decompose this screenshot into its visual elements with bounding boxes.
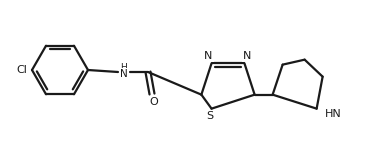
Text: N: N bbox=[120, 69, 128, 79]
Text: S: S bbox=[206, 111, 213, 121]
Text: H: H bbox=[121, 64, 127, 73]
Text: N: N bbox=[204, 51, 213, 61]
Text: N: N bbox=[243, 51, 252, 61]
Text: O: O bbox=[150, 97, 158, 107]
Text: Cl: Cl bbox=[16, 65, 27, 75]
Text: HN: HN bbox=[325, 109, 341, 119]
